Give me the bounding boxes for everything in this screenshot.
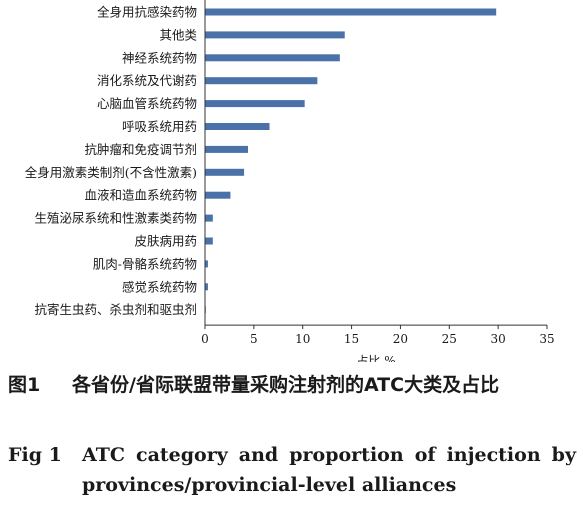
category-label: 肌肉-骨骼系统药物 [93, 256, 197, 271]
bar [205, 77, 318, 85]
bar-chart: 全身用抗感染药物其他类神经系统药物消化系统及代谢药心脑血管系统药物呼吸系统用药抗… [25, 0, 555, 362]
figure-number-zh: 图1 [8, 374, 41, 396]
category-label: 抗寄生虫药、杀虫剂和驱虫剂 [34, 302, 197, 317]
bar [205, 31, 345, 39]
bar [205, 191, 231, 199]
category-label: 生殖泌尿系统和性激素类药物 [34, 211, 197, 226]
x-tick-label: 35 [539, 332, 554, 346]
x-axis-title: 占比,% [356, 353, 395, 362]
figure-title-en-line2: provinces/provincial-level alliances [82, 474, 457, 496]
x-tick-label: 30 [491, 332, 506, 346]
category-label: 全身用激素类制剂(不含性激素) [25, 165, 197, 180]
bar [205, 123, 270, 130]
caption-chinese: 图1 各省份/省际联盟带量采购注射剂的ATC大类及占比 [8, 370, 568, 400]
figure-title-en-line1: ATC category and proportion of injection… [82, 444, 576, 466]
x-tick-label: 25 [442, 332, 457, 346]
bar [205, 237, 213, 245]
x-tick-label: 0 [201, 332, 209, 346]
bar [205, 168, 245, 176]
bar [205, 54, 340, 62]
bars-layer [205, 8, 497, 314]
category-label: 其他类 [159, 27, 197, 42]
x-axis-ticks: 0 5 10 15 20 25 30 35 [201, 325, 555, 346]
caption-english: Fig 1 ATC category and proportion of inj… [8, 440, 576, 500]
category-label: 抗肿瘤和免疫调节剂 [84, 142, 197, 157]
figure-number-en: Fig 1 [8, 444, 62, 466]
category-label: 感觉系统药物 [122, 279, 197, 294]
category-label: 皮肤病用药 [134, 234, 197, 249]
category-label: 神经系统药物 [122, 50, 197, 65]
bar [205, 100, 305, 108]
x-tick-label: 10 [295, 332, 310, 346]
figure-title-zh: 各省份/省际联盟带量采购注射剂的ATC大类及占比 [72, 374, 500, 396]
x-tick-label: 15 [344, 332, 359, 346]
category-labels: 全身用抗感染药物其他类神经系统药物消化系统及代谢药心脑血管系统药物呼吸系统用药抗… [25, 5, 198, 318]
bar [205, 8, 497, 16]
category-label: 血液和造血系统药物 [84, 188, 197, 203]
category-label: 心脑血管系统药物 [97, 96, 197, 111]
bar [205, 260, 208, 268]
x-tick-label: 5 [250, 332, 258, 346]
bar [205, 145, 248, 153]
bar [205, 283, 208, 291]
x-tick-label: 20 [393, 332, 408, 346]
category-label: 全身用抗感染药物 [97, 5, 197, 20]
bar [205, 214, 213, 222]
category-label: 呼吸系统用药 [122, 119, 197, 134]
category-label: 消化系统及代谢药 [97, 73, 197, 88]
